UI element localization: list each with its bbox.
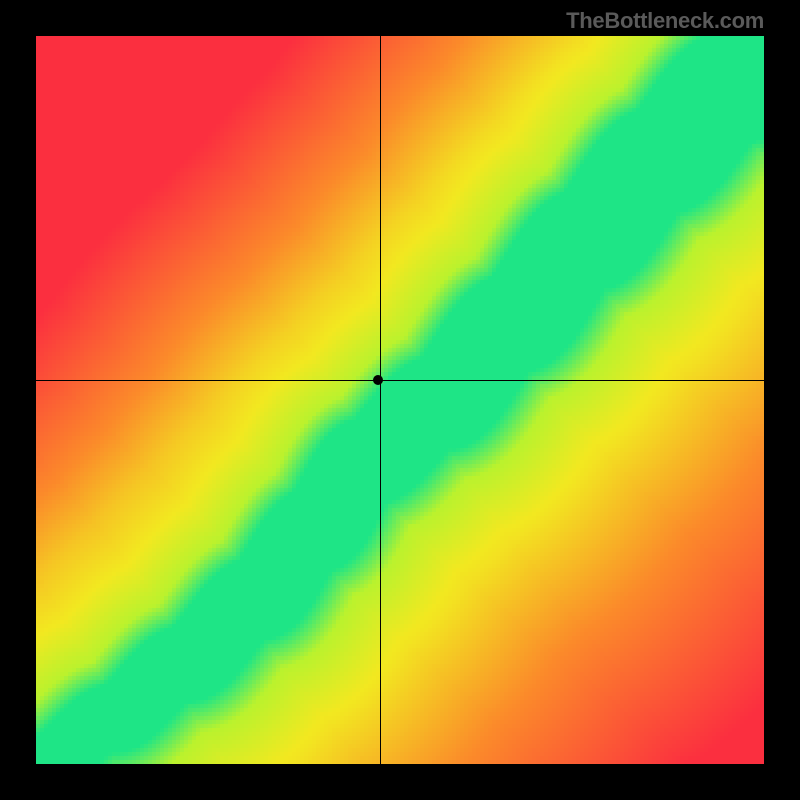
plot-area	[36, 36, 764, 764]
heatmap-canvas	[36, 36, 764, 764]
watermark-text: TheBottleneck.com	[566, 8, 764, 34]
crosshair-horizontal	[36, 380, 764, 381]
crosshair-vertical	[380, 36, 381, 764]
chart-container: TheBottleneck.com	[0, 0, 800, 800]
marker-dot	[373, 375, 383, 385]
